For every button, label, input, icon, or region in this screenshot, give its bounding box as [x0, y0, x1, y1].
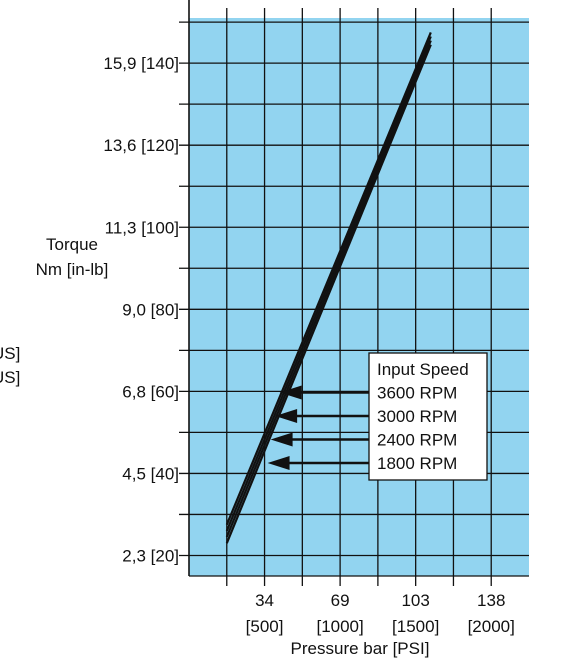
clipped-text-1: US] [0, 344, 20, 363]
plot-frame [188, 0, 529, 577]
x-tick-label: 34 [255, 591, 274, 610]
legend-arrow-head [279, 385, 302, 400]
y-axis-title-line-2: Nm [in-lb] [36, 260, 109, 279]
x-tick-label-psi: [1000] [316, 617, 363, 636]
legend-entry: 3000 RPM [377, 407, 457, 426]
y-axis-title: Torque Nm [in-lb] [36, 235, 109, 279]
x-axis-ticks: 34 [500] 69 [1000] 103 [1500] 138 [2000] [246, 591, 515, 636]
legend-arrow-head [275, 409, 298, 423]
series-line-3000-rpm [225, 36, 432, 532]
series-line-2400-rpm [225, 40, 432, 538]
legend-title: Input Speed [377, 360, 469, 379]
legend-entry: 1800 RPM [377, 454, 457, 473]
legend-entry: 3600 RPM [377, 384, 457, 403]
x-tick-label: 138 [477, 591, 505, 610]
x-tick-label-psi: [2000] [468, 617, 515, 636]
y-axis-ticks: 2,3 [20] 4,5 [40] 6,8 [60] 9,0 [80] 11,3 [10… [103, 54, 179, 565]
x-tick-label: 103 [401, 591, 429, 610]
y-tick-label: 11,3 [100] [105, 218, 179, 237]
x-tick-label-psi: [500] [246, 617, 284, 636]
legend-arrow-head [267, 456, 290, 470]
y-tick-label: 4,5 [40] [122, 464, 179, 483]
y-tick-label: 15,9 [140] [103, 54, 179, 73]
legend-arrow-head [270, 432, 293, 447]
legend-box [368, 352, 488, 481]
y-axis-title-line-1: Torque [46, 235, 98, 254]
series-line-3600-rpm [225, 31, 432, 526]
y-tick-label: 6,8 [60] [122, 382, 179, 401]
series-lines [225, 31, 432, 544]
y-tick-label: 13,6 [120] [103, 136, 179, 155]
x-axis-title: Pressure bar [PSI] [291, 639, 430, 658]
series-line-1800-rpm [225, 44, 432, 544]
y-tick-label: 2,3 [20] [122, 546, 179, 565]
legend: Input Speed 3600 RPM 3000 RPM 2400 RPM 1800 … [267, 352, 488, 481]
y-tick-label: 9,0 [80] [122, 300, 179, 319]
clipped-text-2: US] [0, 368, 20, 387]
x-tick-label-psi: [1500] [392, 617, 439, 636]
x-tick-label: 69 [331, 591, 350, 610]
legend-entry: 2400 RPM [377, 431, 457, 450]
clipped-side-text: US] US] [0, 344, 20, 387]
